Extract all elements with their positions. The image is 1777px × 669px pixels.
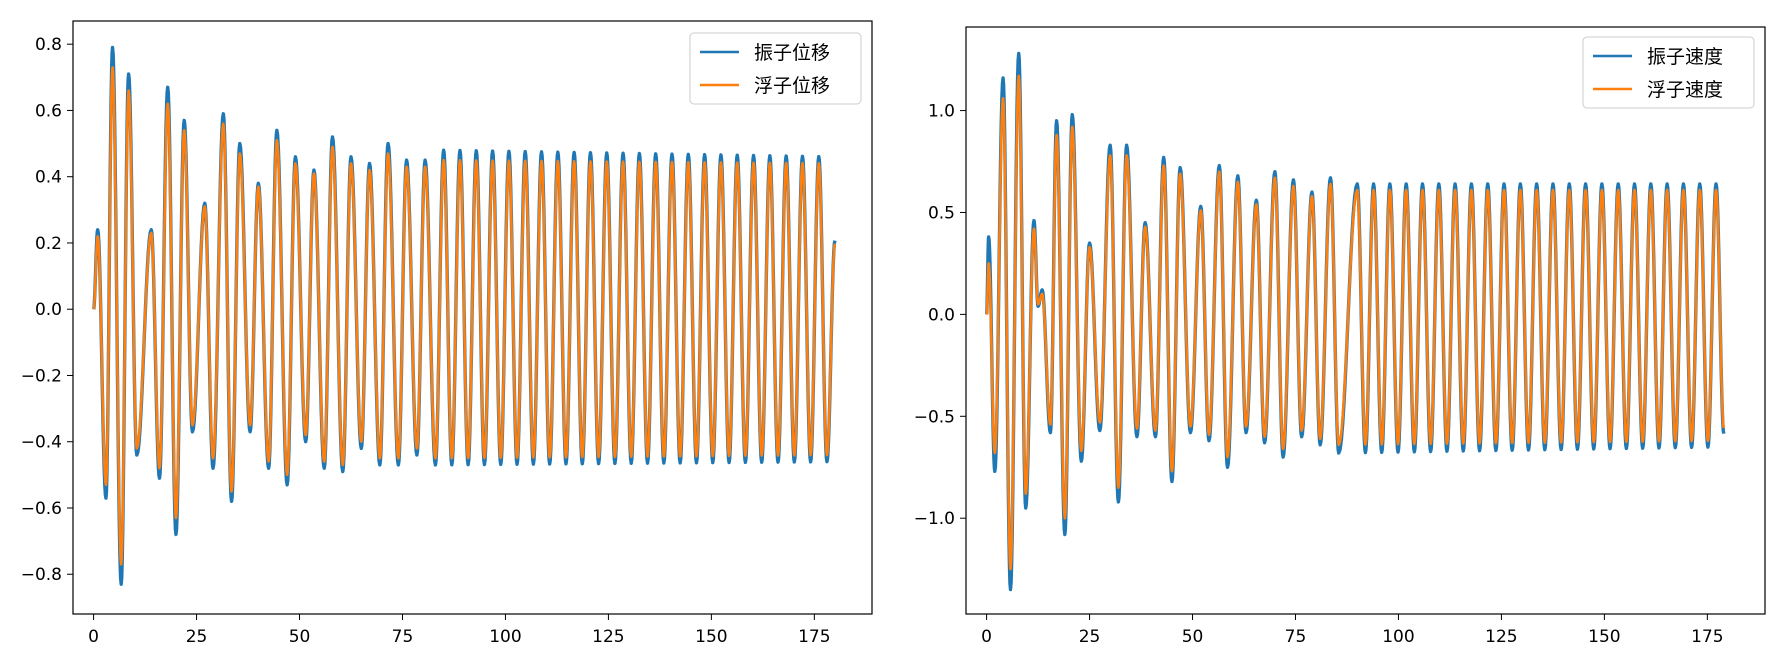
x-tick-label: 150 (1588, 627, 1620, 647)
x-tick-label: 75 (1285, 627, 1307, 647)
x-tick-label: 100 (1382, 627, 1414, 647)
y-tick-label: 0.0 (928, 305, 955, 325)
legend-label: 浮子位移 (754, 75, 830, 97)
x-tick-label: 25 (1079, 627, 1101, 647)
right-chart-panel: 0 25 50 75 100 125 150 175 −1.0 −0.5 0.0 0.5 1.0 振子速度… (914, 26, 1766, 647)
axes-frame (965, 26, 1766, 615)
y-tick-label: 0.0 (35, 300, 62, 320)
x-tick-label: 175 (1691, 627, 1723, 647)
legend-label: 振子位移 (754, 42, 830, 64)
x-tick-label: 0 (981, 627, 992, 647)
y-tick-label: 0.4 (35, 168, 62, 188)
series-lines (984, 51, 1726, 592)
x-tick-label: 75 (392, 627, 414, 647)
axes-frame (72, 20, 873, 615)
x-tick-label: 125 (592, 627, 624, 647)
x-tick-label: 100 (489, 627, 521, 647)
x-tick-label: 175 (798, 627, 830, 647)
x-tick-label: 150 (695, 627, 727, 647)
x-tick-label: 0 (88, 627, 99, 647)
legend-label: 振子速度 (1647, 46, 1723, 68)
legend-label: 浮子速度 (1647, 79, 1723, 101)
series-lines (91, 45, 837, 586)
y-tick-label: 0.6 (35, 101, 62, 121)
y-tick-label: −0.8 (21, 565, 62, 585)
x-tick-label: 50 (289, 627, 311, 647)
series-line-2 (92, 66, 837, 566)
y-tick-label: 0.2 (35, 234, 62, 254)
x-tick-label: 25 (186, 627, 208, 647)
y-tick-label: −0.5 (914, 407, 955, 427)
series-line-2 (985, 74, 1726, 571)
y-tick-label: 0.5 (928, 203, 955, 223)
y-tick-label: 1.0 (928, 102, 955, 122)
y-tick-label: −0.2 (21, 366, 62, 386)
x-tick-label: 125 (1485, 627, 1517, 647)
y-tick-label: −0.4 (21, 433, 62, 453)
y-tick-label: 0.8 (35, 35, 62, 55)
y-tick-label: −1.0 (914, 509, 955, 529)
left-chart-panel: 0 25 50 75 100 125 150 175 −0.8 −0.6 −0.4 −0.2 0.0 0.… (21, 20, 873, 647)
y-tick-label: −0.6 (21, 499, 62, 519)
x-tick-label: 50 (1182, 627, 1204, 647)
